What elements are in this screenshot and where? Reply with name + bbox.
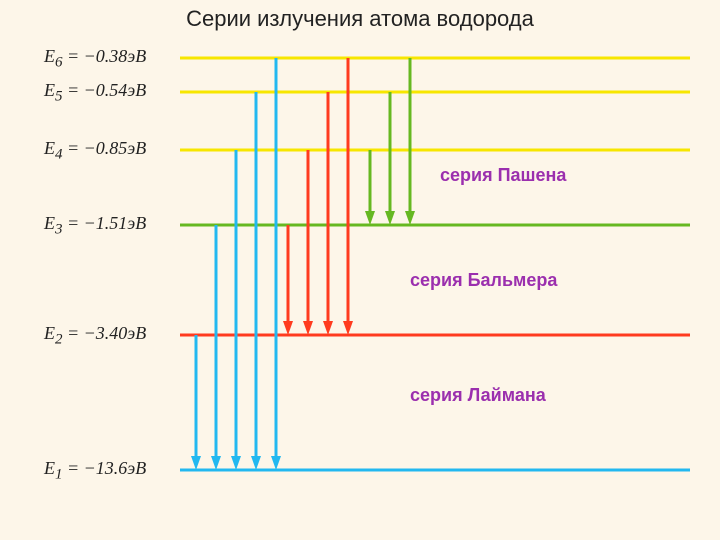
transition-arrow-head xyxy=(271,456,281,470)
transition-arrow-head xyxy=(343,321,353,335)
transition-arrow-head xyxy=(231,456,241,470)
energy-label-n1: E1 = −13.6эВ xyxy=(44,458,146,484)
transition-arrow-head xyxy=(405,211,415,225)
energy-label-n3: E3 = −1.51эВ xyxy=(44,213,146,239)
transition-arrow-head xyxy=(323,321,333,335)
series-label-balmer: серия Бальмера xyxy=(410,270,557,291)
series-label-paschen: серия Пашена xyxy=(440,165,566,186)
transition-arrow-head xyxy=(365,211,375,225)
transition-arrow-head xyxy=(191,456,201,470)
transition-arrow-head xyxy=(251,456,261,470)
energy-label-n5: E5 = −0.54эВ xyxy=(44,80,146,106)
transition-arrow-head xyxy=(211,456,221,470)
energy-label-n2: E2 = −3.40эВ xyxy=(44,323,146,349)
transition-arrow-head xyxy=(283,321,293,335)
series-label-lyman: серия Лаймана xyxy=(410,385,546,406)
transition-arrow-head xyxy=(385,211,395,225)
transition-arrow-head xyxy=(303,321,313,335)
energy-label-n6: E6 = −0.38эВ xyxy=(44,46,146,72)
energy-label-n4: E4 = −0.85эВ xyxy=(44,138,146,164)
